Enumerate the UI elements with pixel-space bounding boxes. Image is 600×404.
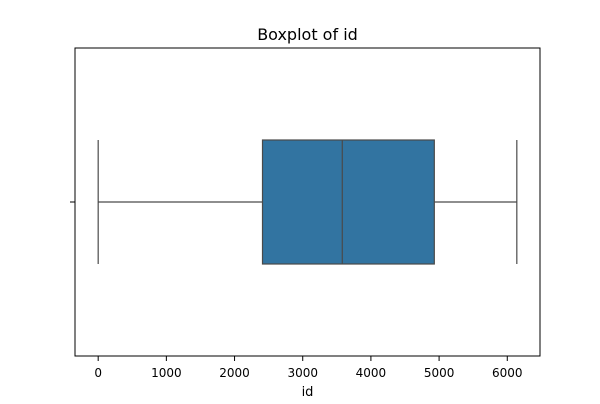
x-tick-label-1: 1000 (151, 366, 182, 380)
x-tick-label-5: 5000 (424, 366, 455, 380)
plot-area: 0 1000 2000 3000 4000 5000 6000 (70, 47, 541, 380)
chart-title: Boxplot of id (257, 25, 358, 44)
x-tick-label-4: 4000 (356, 366, 387, 380)
x-tick-label-6: 6000 (492, 366, 523, 380)
x-tick-label-2: 2000 (219, 366, 250, 380)
x-tick-label-3: 3000 (287, 366, 318, 380)
x-axis-label: id (302, 385, 314, 400)
iqr-box (261, 139, 435, 265)
x-tick-label-0: 0 (94, 366, 102, 380)
